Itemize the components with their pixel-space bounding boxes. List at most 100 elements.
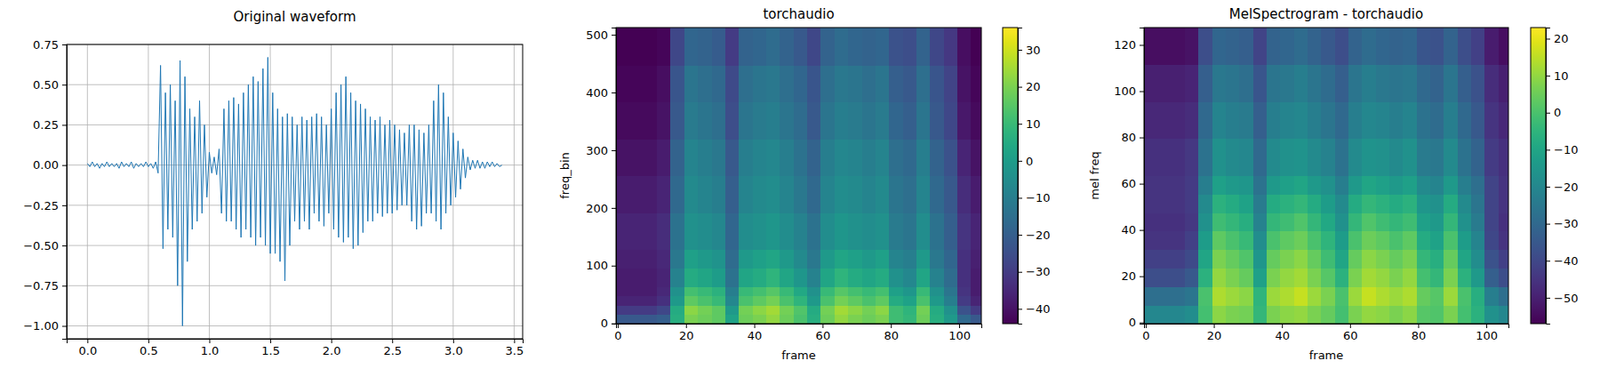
colorbar-axis-tick: 30: [1017, 43, 1041, 57]
heatmap-cell: [684, 268, 699, 288]
x-axis-tick-label: 40: [747, 328, 763, 343]
heatmap-cell: [1294, 304, 1309, 324]
colorbar-axis-tick-mark: [1545, 149, 1551, 151]
heatmap-cell: [1443, 193, 1458, 213]
heatmap-cell: [738, 102, 753, 140]
heatmap-cell: [1484, 268, 1499, 288]
heatmap-cell: [1157, 193, 1172, 213]
heatmap-cell: [807, 249, 822, 269]
heatmap-cell: [656, 286, 672, 296]
x-axis-tick-label: 1.0: [200, 344, 220, 358]
plot-frame: [66, 44, 523, 339]
heatmap-cell: [903, 268, 918, 288]
heatmap-cell: [1266, 286, 1281, 305]
heatmap-cell: [916, 286, 931, 296]
heatmap-cell: [929, 314, 944, 324]
heatmap-cell: [1430, 286, 1445, 305]
colorbar-axis-tick: −30: [1017, 264, 1050, 279]
heatmap-cell: [862, 314, 877, 324]
heatmap-cell: [1416, 286, 1432, 305]
heatmap-cell: [1225, 27, 1240, 65]
y-axis-tick-label: 0.75: [32, 38, 59, 52]
heatmap-cell: [779, 64, 794, 103]
heatmap-cell: [1361, 249, 1376, 269]
heatmap-cell: [944, 212, 959, 250]
grid-line-x: [147, 44, 149, 339]
heatmap-cell: [970, 268, 982, 288]
heatmap-cell: [670, 286, 685, 296]
heatmap-cell: [820, 64, 835, 103]
heatmap-cell: [916, 176, 931, 214]
heatmap-cell: [670, 249, 685, 269]
heatmap-cell: [875, 314, 890, 324]
y-axis-tick: −1.00: [23, 319, 67, 333]
y-axis-tick-mark: [62, 205, 67, 207]
heatmap-cell: [1171, 286, 1186, 305]
heatmap-cell: [793, 212, 808, 250]
heatmap-cell: [1144, 286, 1159, 305]
heatmap-cell: [848, 138, 863, 176]
heatmap-cell: [1144, 138, 1159, 176]
heatmap-cell: [1144, 231, 1159, 250]
heatmap-cell: [656, 64, 672, 103]
y-axis-tick: 100: [585, 258, 616, 272]
y-axis-tick-mark: [1139, 184, 1144, 185]
x-axis-tick: 80: [1411, 323, 1427, 343]
heatmap-cell: [1457, 176, 1472, 195]
heatmap-cell: [834, 138, 849, 176]
heatmap-cell: [779, 286, 794, 296]
heatmap-cell: [779, 314, 794, 324]
heatmap-cell: [697, 138, 712, 176]
y-axis-tick-label: 60: [1120, 176, 1136, 191]
heatmap-cell: [1389, 268, 1404, 288]
colorbar-axis-tick-label: 0: [1553, 105, 1561, 120]
heatmap-cell: [752, 286, 768, 296]
heatmap-cell: [903, 304, 918, 315]
heatmap-cell: [793, 102, 808, 140]
heatmap-cell: [1376, 231, 1391, 250]
heatmap-cell: [1389, 176, 1404, 195]
heatmap-cell: [1294, 193, 1309, 213]
heatmap-cell: [848, 314, 863, 324]
heatmap-cell: [1443, 101, 1458, 139]
heatmap-cell: [1198, 286, 1213, 305]
heatmap-cell: [862, 176, 877, 214]
heatmap-cell: [1430, 268, 1445, 288]
x-axis-tick-mark: [208, 338, 210, 344]
heatmap-cell: [1239, 27, 1254, 65]
colorbar-axis: −50−40−30−20−1001020: [1545, 28, 1578, 325]
heatmap-cell: [1225, 138, 1240, 176]
heatmap-cell: [670, 268, 685, 288]
y-axis-tick-label: 0: [600, 316, 608, 330]
heatmap-cell: [1402, 249, 1417, 269]
y-axis-tick: 60: [1120, 176, 1144, 191]
heatmap-cell: [1471, 212, 1486, 232]
heatmap-cell: [944, 176, 959, 214]
heatmap-cell: [820, 176, 835, 214]
colorbar-axis-tick: 10: [1545, 69, 1569, 83]
heatmap-cell: [1320, 212, 1336, 232]
heatmap-cell: [862, 268, 877, 288]
heatmap-cell: [929, 249, 944, 269]
heatmap-cell: [643, 27, 658, 66]
heatmap-cell: [1144, 27, 1159, 65]
heatmap-cell: [1184, 176, 1200, 195]
heatmap-cell: [643, 64, 658, 103]
y-axis-tick-label: 0.00: [32, 158, 59, 172]
heatmap-cell: [1376, 27, 1391, 65]
heatmap-cell: [738, 286, 753, 296]
heatmap-cell: [903, 286, 918, 296]
heatmap-cell: [1239, 101, 1254, 139]
heatmap-cell: [1212, 249, 1227, 269]
heatmap-cell: [820, 296, 835, 306]
heatmap-cell: [862, 286, 877, 296]
heatmap-cell: [1225, 193, 1240, 213]
panel: −50−40−30−20−100102002040608010002040608…: [1088, 6, 1578, 362]
heatmap-cell: [1484, 286, 1499, 305]
heatmap-cell: [779, 296, 794, 306]
grid-line-x: [330, 44, 332, 339]
heatmap-cell: [820, 304, 835, 315]
heatmap-cell: [725, 304, 740, 315]
heatmap-cell: [1280, 268, 1295, 288]
heatmap-cell: [1320, 27, 1336, 65]
